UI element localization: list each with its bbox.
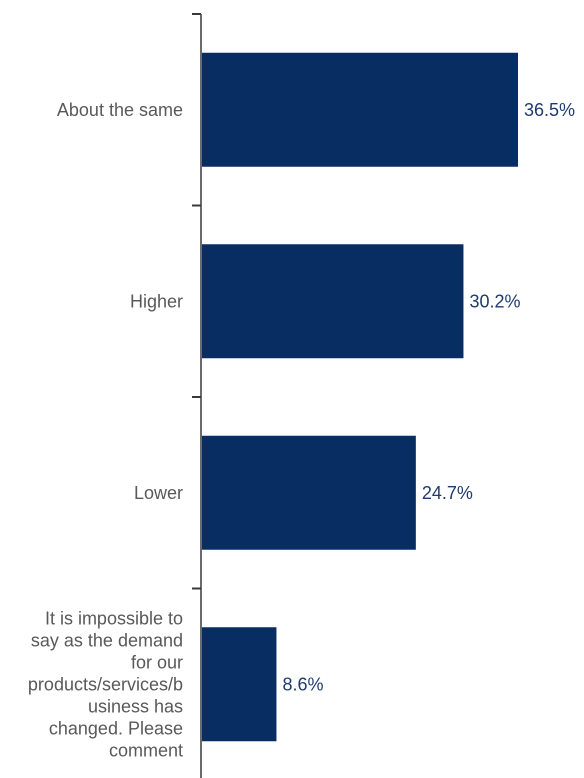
data-labels: 36.5% 30.2% 24.7% 8.6% [282,100,575,695]
category-axis-ticks [192,13,201,590]
category-label: About the same [57,100,183,120]
data-label: 8.6% [282,674,323,694]
data-label: 24.7% [422,483,473,503]
bar [202,244,464,359]
category-labels: About the same Higher Lower It is impossibl… [28,100,183,761]
bar [202,52,518,167]
data-label: 30.2% [469,291,520,311]
data-label: 36.5% [524,100,575,120]
bar [202,627,277,742]
category-label: Lower [134,483,183,503]
category-label: It is impossible to say as the demand for … [28,608,183,760]
category-label: Higher [130,291,183,311]
bars [202,52,518,742]
bar [202,435,416,550]
